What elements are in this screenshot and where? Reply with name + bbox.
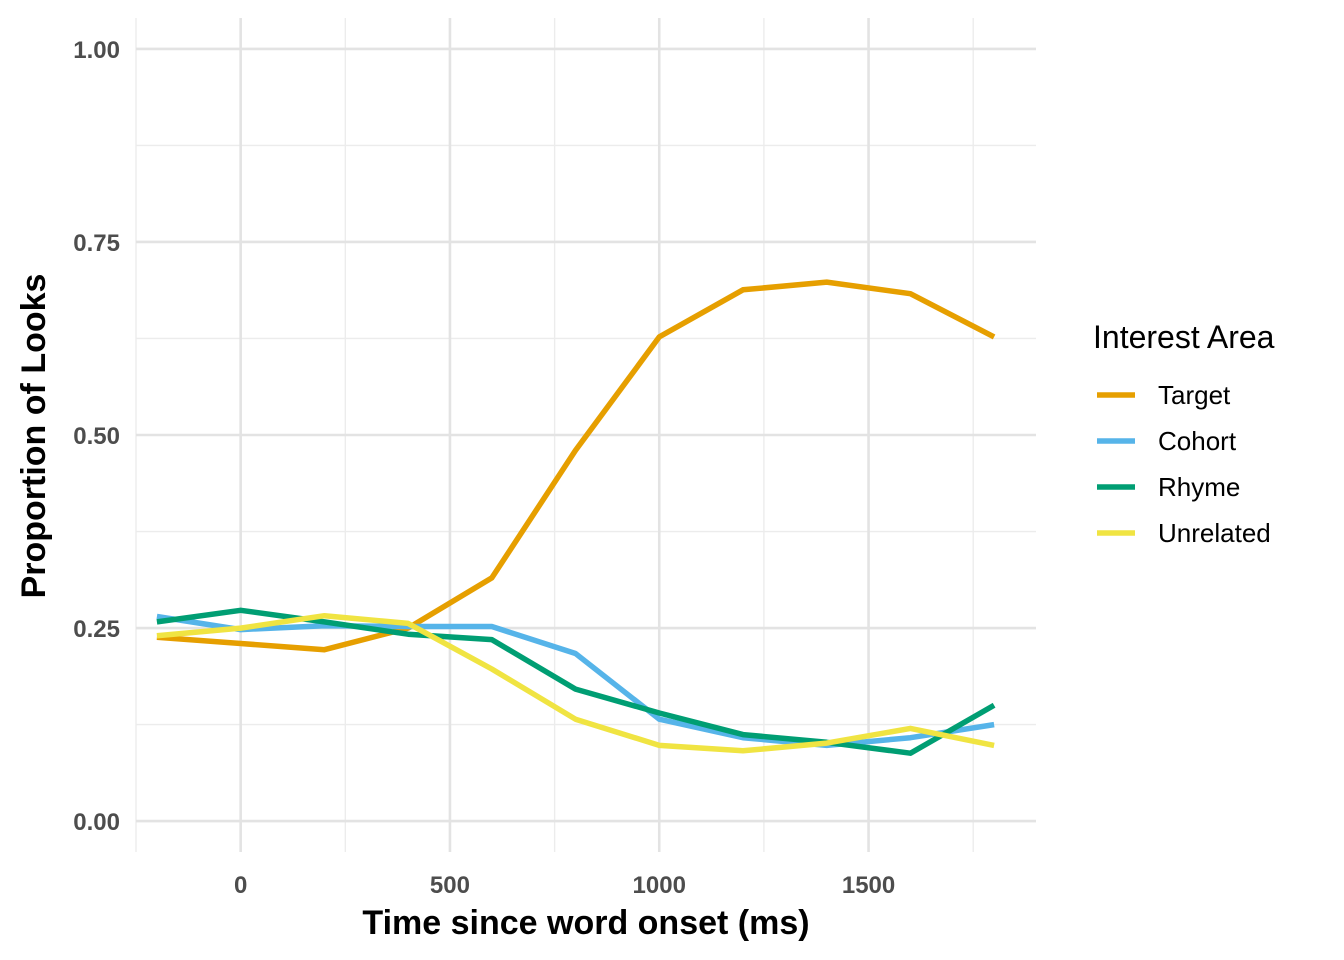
- x-tick-label: 1500: [842, 872, 895, 899]
- axis-labels: 0 500 1000 1500 0.00 0.25 0.50 0.75 1.00: [73, 37, 895, 899]
- series-line-unrelated: [156, 612, 995, 754]
- x-tick-label: 500: [430, 872, 470, 899]
- legend-title: Interest Area: [1093, 319, 1275, 355]
- x-tick-label: 0: [234, 872, 247, 899]
- legend-label-rhyme: Rhyme: [1158, 472, 1240, 502]
- x-axis-title: Time since word onset (ms): [362, 904, 809, 942]
- legend: Interest Area Target Cohort Rhyme Unrelated: [1093, 319, 1275, 548]
- x-tick-label: 1000: [633, 872, 686, 899]
- legend-label-unrelated: Unrelated: [1158, 518, 1271, 548]
- legend-label-cohort: Cohort: [1158, 426, 1237, 456]
- y-axis-title: Proportion of Looks: [15, 274, 53, 599]
- y-tick-label: 1.00: [73, 37, 120, 64]
- y-tick-label: 0.50: [73, 423, 120, 450]
- series-line-cohort: [156, 613, 995, 749]
- y-tick-label: 0.75: [73, 230, 120, 257]
- legend-label-target: Target: [1158, 380, 1231, 410]
- series-lines: [156, 279, 996, 756]
- series-line-target: [156, 279, 996, 653]
- y-tick-label: 0.00: [73, 809, 120, 836]
- y-tick-label: 0.25: [73, 616, 120, 643]
- grid-lines: [135, 18, 1036, 852]
